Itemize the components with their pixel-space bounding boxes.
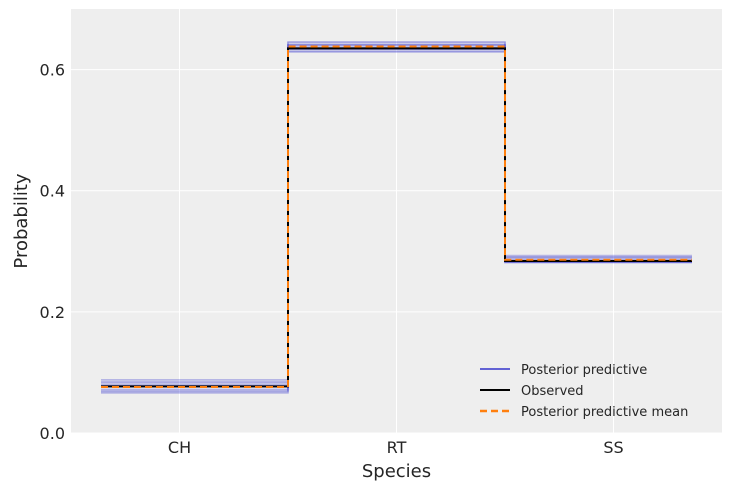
y-tick-label-2: 0.4: [40, 182, 65, 201]
x-tick-label-2: SS: [603, 438, 623, 457]
y-tick-label-1: 0.2: [40, 303, 65, 322]
y-axis-label: Probability: [11, 173, 32, 268]
legend-label-0: Posterior predictive: [521, 363, 647, 378]
legend-label-2: Posterior predictive mean: [521, 405, 688, 420]
grid: [71, 9, 722, 434]
legend: Posterior predictive Observed Posterior pr…: [480, 363, 688, 420]
y-tick-label-3: 0.6: [40, 61, 65, 80]
x-axis-label: Species: [362, 461, 431, 482]
x-tick-label-0: CH: [168, 438, 191, 457]
y-tick-label-0: 0.0: [40, 424, 65, 443]
posterior-predictive-line-0: [101, 50, 692, 381]
posterior-predictive-line-1: [101, 43, 692, 394]
posterior-predictive-line-7: [101, 51, 692, 384]
legend-label-1: Observed: [521, 384, 584, 399]
posterior-predictive-line-4: [101, 48, 692, 383]
posterior-predictive-line-5: [101, 45, 692, 392]
chart-marks: [101, 40, 692, 394]
posterior-predictive-mean-line: [101, 45, 692, 388]
posterior-predictive-line-8: [101, 40, 692, 393]
tick-labels: 0.0 0.2 0.4 0.6 CH RT SS: [40, 61, 624, 457]
x-tick-label-1: RT: [387, 438, 407, 457]
